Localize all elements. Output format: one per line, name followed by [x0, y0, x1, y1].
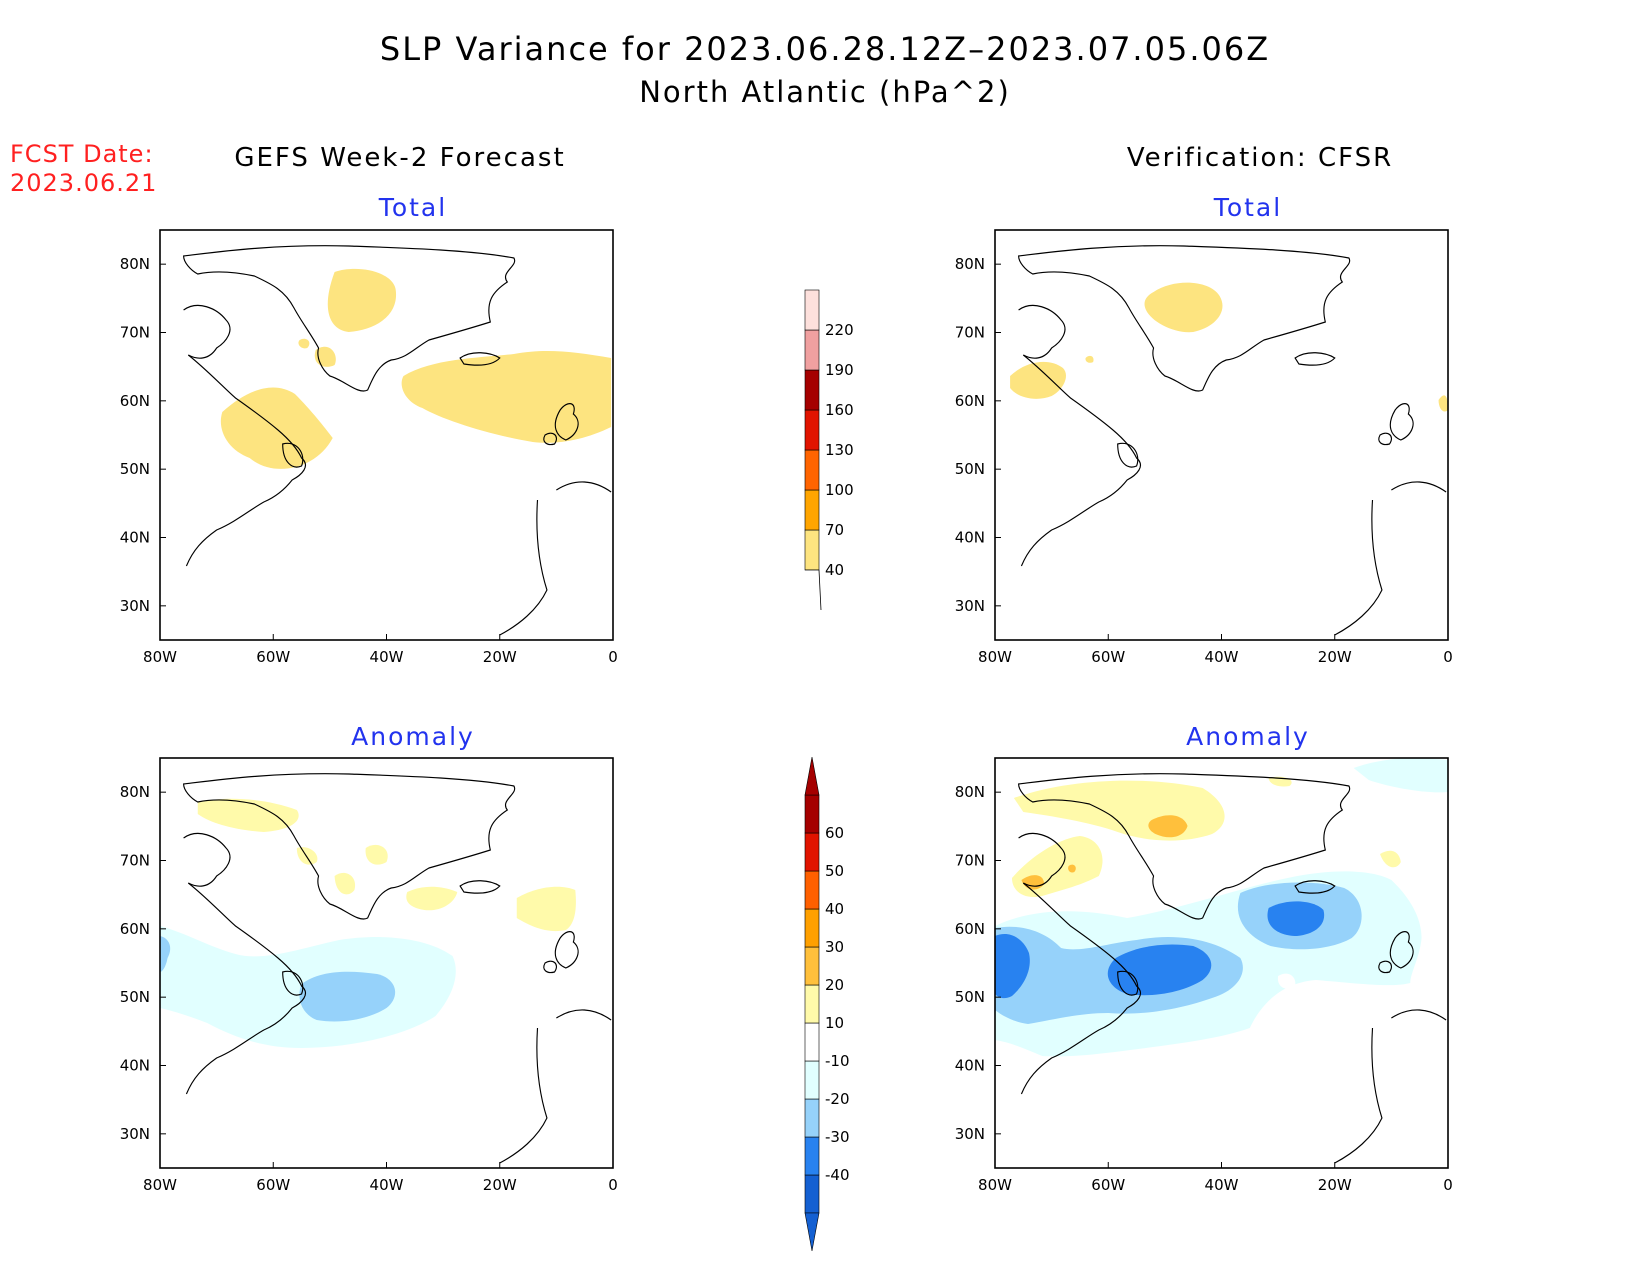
colorbar-end: [805, 569, 822, 611]
colorbar-swatch: [804, 832, 820, 872]
colorbar-label: 30: [825, 938, 844, 956]
lat-label: 60N: [120, 920, 150, 938]
colorbar-swatch: [804, 908, 820, 948]
lat-label: 40N: [120, 1057, 150, 1075]
colorbar-label: 130: [825, 441, 854, 459]
colorbar-label: 60: [825, 824, 844, 842]
colorbar-anomaly: -40 -30 -20 -10 10 20 30 40 50 60: [804, 756, 850, 1252]
colorbar-swatch: [804, 289, 820, 331]
colorbar-swatch: [804, 449, 820, 491]
colorbar-swatch: [804, 1022, 820, 1062]
colorbar-label: -20: [825, 1090, 850, 1108]
lon-label: 20W: [483, 1176, 517, 1194]
lon-label: 20W: [1318, 648, 1352, 666]
lon-label: 60W: [256, 648, 290, 666]
lat-label: 70N: [120, 324, 150, 342]
lat-label: 30N: [955, 597, 985, 615]
forecast-column-title: GEFS Week-2 Forecast: [234, 143, 566, 173]
colorbar-swatch: [804, 984, 820, 1024]
colorbar-swatch: [804, 1174, 820, 1214]
lat-label: 40N: [955, 529, 985, 547]
colorbar-label: -40: [825, 1166, 850, 1184]
lat-label: 60N: [120, 392, 150, 410]
lat-label: 70N: [955, 852, 985, 870]
lat-label: 60N: [955, 392, 985, 410]
colorbar-end: [804, 756, 820, 796]
colorbar-label: 50: [825, 862, 844, 880]
lat-label: 40N: [120, 529, 150, 547]
subtitle: North Atlantic (hPa^2): [639, 75, 1011, 109]
colorbar-label: -30: [825, 1128, 850, 1146]
colorbar-swatch: [804, 1136, 820, 1176]
lon-label: 0: [608, 648, 618, 666]
lat-label: 80N: [955, 255, 985, 273]
lon-label: 40W: [370, 648, 404, 666]
lon-label: 80W: [143, 1176, 177, 1194]
colorbar-swatch: [804, 409, 820, 451]
map-forecast-total: 80N 70N 60N 50N 40N 30N 80W 60W 40W 20W 0: [120, 229, 618, 666]
lon-label: 0: [1443, 648, 1453, 666]
lon-label: 0: [1443, 1176, 1453, 1194]
lat-label: 50N: [120, 460, 150, 478]
lon-label: 80W: [978, 1176, 1012, 1194]
lat-label: 30N: [120, 1125, 150, 1143]
colorbar-total: 40 70 100 130 160 190 220: [804, 289, 854, 611]
colorbar-label: 40: [825, 561, 844, 579]
verification-total-title: Total: [1213, 193, 1283, 222]
lat-label: 70N: [955, 324, 985, 342]
lon-label: 40W: [370, 1176, 404, 1194]
colorbar-swatch: [804, 1060, 820, 1100]
lon-label: 40W: [1205, 1176, 1239, 1194]
lon-label: 60W: [1091, 1176, 1125, 1194]
lat-label: 30N: [955, 1125, 985, 1143]
lat-label: 80N: [120, 255, 150, 273]
lon-label: 60W: [1091, 648, 1125, 666]
lon-label: 0: [608, 1176, 618, 1194]
colorbar-swatch: [804, 1098, 820, 1138]
colorbar-swatch: [804, 946, 820, 986]
colorbar-label: 220: [825, 321, 854, 339]
lon-label: 80W: [978, 648, 1012, 666]
map-verification-anomaly: 80N 70N 60N 50N 40N 30N 80W 60W 40W 20W 0: [955, 757, 1453, 1194]
colorbar-label: 10: [825, 1014, 844, 1032]
map-verification-total: 80N 70N 60N 50N 40N 30N 80W 60W 40W 20W 0: [955, 229, 1453, 666]
colorbar-swatch: [804, 489, 820, 531]
lon-label: 60W: [256, 1176, 290, 1194]
lon-label: 20W: [1318, 1176, 1352, 1194]
lat-label: 50N: [120, 988, 150, 1006]
lat-label: 60N: [955, 920, 985, 938]
map-forecast-anomaly: 80N 70N 60N 50N 40N 30N 80W 60W 40W 20W 0: [120, 757, 618, 1194]
lat-label: 80N: [120, 783, 150, 801]
main-title: SLP Variance for 2023.06.28.12Z–2023.07.…: [379, 30, 1271, 68]
colorbar-swatch: [804, 529, 820, 571]
fcst-date-label: FCST Date:: [10, 140, 154, 168]
lat-label: 80N: [955, 783, 985, 801]
lat-label: 30N: [120, 597, 150, 615]
lat-label: 50N: [955, 460, 985, 478]
colorbar-end: [804, 1212, 820, 1252]
lat-label: 50N: [955, 988, 985, 1006]
colorbar-label: 70: [825, 521, 844, 539]
lon-label: 80W: [143, 648, 177, 666]
lat-label: 40N: [955, 1057, 985, 1075]
fcst-date-value: 2023.06.21: [10, 169, 158, 197]
colorbar-swatch: [804, 369, 820, 411]
colorbar-swatch: [804, 870, 820, 910]
colorbar-label: -10: [825, 1052, 850, 1070]
lat-label: 70N: [120, 852, 150, 870]
forecast-anomaly-title: Anomaly: [351, 722, 475, 751]
verification-column-title: Verification: CFSR: [1126, 143, 1394, 173]
colorbar-label: 190: [825, 361, 854, 379]
colorbar-label: 160: [825, 401, 854, 419]
lon-label: 40W: [1205, 648, 1239, 666]
colorbar-label: 40: [825, 900, 844, 918]
colorbar-label: 100: [825, 481, 854, 499]
colorbar-label: 20: [825, 976, 844, 994]
colorbar-swatch: [804, 794, 820, 834]
forecast-total-title: Total: [378, 193, 448, 222]
lon-label: 20W: [483, 648, 517, 666]
verification-anomaly-title: Anomaly: [1186, 722, 1310, 751]
colorbar-swatch: [804, 329, 820, 371]
